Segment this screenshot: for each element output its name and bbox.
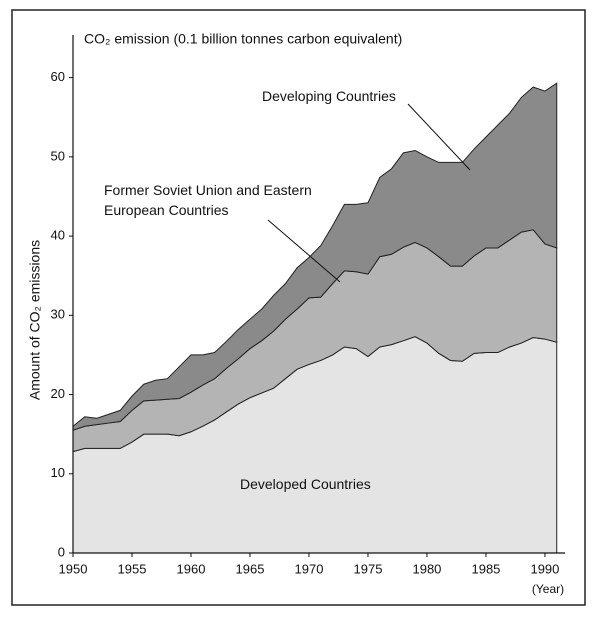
x-tick-label: 1970 — [295, 561, 324, 576]
x-axis-label: (Year) — [532, 582, 564, 596]
x-tick-label: 1985 — [471, 561, 500, 576]
x-tick-label: 1960 — [177, 561, 206, 576]
leader-line — [407, 103, 471, 171]
frame — [11, 9, 586, 606]
area — [72, 336, 558, 554]
y-tick-label: 30 — [51, 307, 65, 322]
annotation: Developed Countries — [240, 476, 371, 492]
y-tick-label: 10 — [51, 465, 65, 480]
x-tick-label: 1980 — [412, 561, 441, 576]
x-tick-label: 1950 — [59, 561, 88, 576]
x-tick-label: 1965 — [236, 561, 265, 576]
x-tick-label: 1990 — [530, 561, 559, 576]
y-tick-label: 20 — [51, 386, 65, 401]
area — [72, 82, 558, 431]
y-tick-label: 50 — [51, 148, 65, 163]
y-tick-label: 60 — [51, 69, 65, 84]
y-axis-label: Amount of CO₂ emissions — [27, 240, 43, 400]
y-tick-label: 0 — [58, 544, 65, 559]
x-tick-label: 1975 — [354, 561, 383, 576]
leader-line — [267, 219, 341, 283]
annotation: Developing Countries — [262, 88, 396, 104]
chart-title: CO₂ emission (0.1 billion tonnes carbon … — [84, 31, 402, 47]
y-tick-label: 40 — [51, 228, 65, 243]
annotation: Former Soviet Union and Eastern European… — [104, 182, 312, 218]
x-tick-label: 1955 — [118, 561, 147, 576]
